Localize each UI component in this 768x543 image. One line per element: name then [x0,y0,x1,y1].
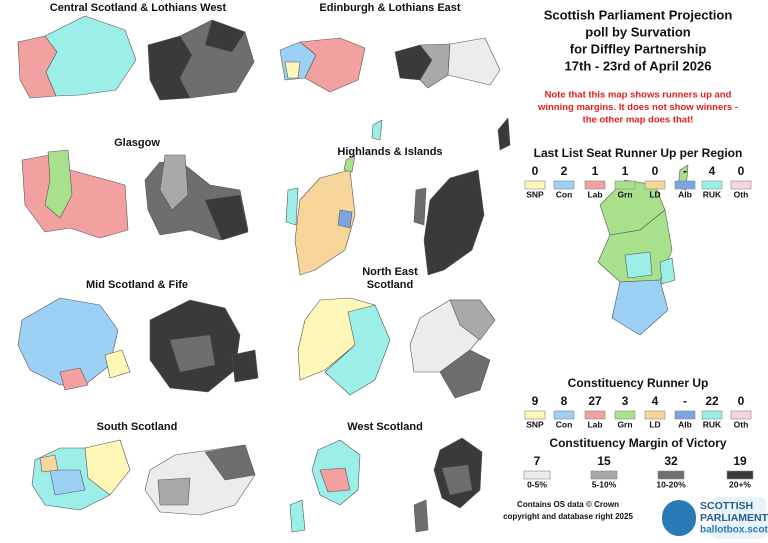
legend-swatch [674,410,696,420]
legend-count: 0 [532,164,539,178]
legend-swatch [674,180,696,190]
legend-label: RUK [703,419,722,429]
legend-count: 0 [738,394,745,408]
map-west [289,437,483,533]
legend-label: Con [556,189,573,199]
region-title: North East [362,266,418,278]
legend-count: 27 [588,394,602,408]
legend-count: 22 [705,394,719,408]
legend-label: Alb [678,419,692,429]
legend-swatch [553,410,575,420]
region-title: Central Scotland & Lothians West [50,2,227,14]
map-northeast [297,297,496,399]
map-edinburgh [279,37,501,93]
legend-count: - [683,394,687,408]
legend-swatch [701,410,723,420]
legend-count: 1 [592,164,599,178]
legend-label: Lab [587,419,602,429]
legend-swatch [644,180,666,190]
note-line: the other map does that! [583,115,694,126]
legend-label: LD [649,419,660,429]
legend-count: 32 [664,454,678,468]
credit: Contains OS data © Crown [517,500,619,509]
legend-label: 20+% [729,479,751,489]
legend-count: 0 [652,164,659,178]
legend-count: 15 [597,454,611,468]
region-title: Glasgow [114,137,160,149]
legend-swatch [614,410,636,420]
legend-title: Last List Seat Runner Up per Region [534,146,743,160]
legend-label: 0-5% [527,479,547,489]
title-line: poll by Survation [585,24,691,39]
legend-label: Lab [587,189,602,199]
legend-count: 3 [622,394,629,408]
legend-swatch [584,180,606,190]
region-title: South Scotland [97,421,178,433]
legend-title: Constituency Runner Up [568,376,709,390]
legend-swatch [701,180,723,190]
legend-count: 1 [622,164,629,178]
legend-label: Con [556,419,573,429]
region-title: Scotland [367,279,413,291]
map-glasgow [21,149,249,241]
note-line: Note that this map shows runners up and [545,90,732,101]
legend-label: RUK [703,189,722,199]
map-south [31,439,256,516]
legend-swatch [730,180,752,190]
legend-title: Constituency Margin of Victory [549,436,726,450]
scotland-map [597,164,689,336]
legend-label: LD [649,189,660,199]
logo-text: PARLIAMENT [700,512,768,524]
legend-swatch [590,470,618,480]
legend-swatch [726,470,754,480]
map-highlands [285,117,511,276]
legend-swatch [644,410,666,420]
credit: copyright and database right 2025 [503,512,633,521]
legend-label: Grn [617,419,632,429]
region-title: Highlands & Islands [337,146,442,158]
legend-label: Oth [734,419,749,429]
title-line: 17th - 23rd of April 2026 [565,58,712,73]
legend-count: 19 [733,454,747,468]
legend-label: Alb [678,189,692,199]
legend-swatch [524,410,546,420]
legend-swatch [553,180,575,190]
map-mid [17,297,259,393]
logo-text: SCOTTISH [700,500,753,512]
legend-count: 7 [534,454,541,468]
region-title: West Scotland [347,421,423,433]
legend-swatch [657,470,685,480]
legend-swatch [523,470,551,480]
legend-label: SNP [526,189,544,199]
legend-count: 9 [532,394,539,408]
logo-badge [711,497,766,539]
legend-label: Grn [617,189,632,199]
legend-count: 8 [561,394,568,408]
map-central [17,15,255,101]
legend-count: - [683,164,687,178]
logo-mark [662,500,696,536]
legend-swatch [584,410,606,420]
legend-count: 0 [738,164,745,178]
logo-text: ballotbox.scot [700,525,768,536]
legend-label: 5-10% [592,479,617,489]
legend-label: Oth [734,189,749,199]
legend-count: 4 [709,164,716,178]
title-line: for Diffley Partnership [570,41,707,56]
legend-count: 4 [652,394,659,408]
legend-count: 2 [561,164,568,178]
title-line: Scottish Parliament Projection [544,7,733,22]
legend-swatch [524,180,546,190]
note-line: winning margins. It does not show winner… [537,102,738,113]
region-title: Mid Scotland & Fife [86,279,188,291]
legend-swatch [730,410,752,420]
legend-label: 10-20% [656,479,686,489]
legend-label: SNP [526,419,544,429]
region-title: Edinburgh & Lothians East [319,2,461,14]
legend-swatch [614,180,636,190]
